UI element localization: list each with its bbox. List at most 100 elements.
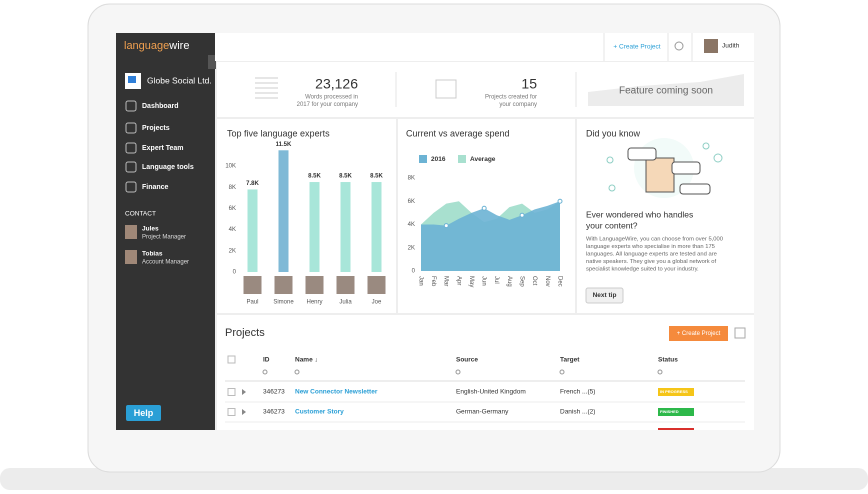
- bar: [278, 150, 289, 272]
- nav: Dashboard Projects Expert Team Language too…: [125, 100, 194, 193]
- value-label: 7.8K: [246, 181, 259, 187]
- stats: 23,126 15 Feature coming soon Words process…: [255, 72, 744, 108]
- point: [557, 198, 563, 204]
- nav-icon: [125, 122, 137, 134]
- tip-body: specialist knowledge suited to your indu…: [586, 267, 699, 273]
- company-logo-mark: [128, 76, 136, 83]
- nav-item[interactable]: Dashboard: [142, 103, 179, 110]
- feature-placeholder: [588, 74, 744, 106]
- contact-title: CONTACT: [125, 211, 156, 218]
- column-header: Name ↓: [295, 357, 318, 364]
- user-name[interactable]: Judith: [722, 43, 740, 50]
- x-tick-label: Henry: [306, 300, 322, 306]
- search-icon[interactable]: [674, 41, 684, 51]
- spend-chart: 0 2K 4K 6K 8K Jan Feb Mar Apr May Jun Jul Aug Sep Oct N…: [408, 155, 563, 287]
- stat-value: 23,126: [315, 76, 358, 92]
- cell: Danish ...(2): [560, 409, 595, 416]
- tip-heading: Ever wondered who handles: [586, 209, 693, 219]
- y-tick-label: 4K: [229, 227, 236, 233]
- legend-swatch: [419, 155, 427, 163]
- bar: [247, 189, 258, 272]
- filter-icon: [294, 369, 300, 375]
- topbar: [215, 33, 754, 61]
- nav-item[interactable]: Language tools: [142, 164, 194, 171]
- x-tick-label: Jul: [493, 276, 499, 284]
- collapse[interactable]: [208, 55, 216, 69]
- value-label: 8.5K: [308, 174, 321, 180]
- contact-role: Account Manager: [142, 260, 189, 266]
- legend-label: 2016: [431, 156, 446, 163]
- nav-icon: [125, 161, 137, 173]
- expert-avatar: [367, 276, 386, 294]
- stat-caption: 2017 for your company: [297, 102, 358, 108]
- y-tick-label: 2K: [408, 245, 415, 251]
- y-tick-label: 8K: [408, 176, 415, 182]
- cell: 346273: [263, 389, 285, 396]
- bar: [371, 182, 382, 272]
- stat-caption: Projects created for: [485, 95, 537, 101]
- nav-item[interactable]: Expert Team: [142, 145, 184, 152]
- next-tip-button[interactable]: [585, 287, 624, 304]
- x-tick-label: Paul: [246, 300, 258, 306]
- x-tick-label: Aug: [506, 276, 512, 287]
- x-tick-label: Julia: [339, 300, 352, 306]
- column-header: ID: [263, 357, 270, 364]
- status-label: IN PROGRESS: [660, 389, 688, 394]
- help-label[interactable]: Help: [134, 408, 154, 418]
- next-tip-label[interactable]: Next tip: [593, 292, 617, 299]
- y-tick-label: 2K: [229, 248, 236, 254]
- x-tick-label: Feb: [430, 276, 436, 287]
- area: [421, 201, 560, 271]
- expand-arrow: [242, 389, 246, 395]
- x-tick-label: Apr: [455, 276, 461, 285]
- tip-body: languages. All language experts are test…: [586, 252, 717, 258]
- x-tick-label: Simone: [273, 300, 294, 306]
- create-link[interactable]: + Create Project: [613, 44, 660, 51]
- legend-swatch: [458, 155, 466, 163]
- help-button[interactable]: [126, 405, 161, 421]
- column-header: Target: [560, 357, 580, 364]
- cell[interactable]: New Connector Newsletter: [295, 389, 378, 396]
- bar: [309, 182, 320, 272]
- y-tick-label: 8K: [229, 185, 236, 191]
- panel-title: Did you know: [586, 128, 641, 138]
- tip-body: With LanguageWire, you can choose from o…: [586, 237, 723, 243]
- stat-icon: [435, 79, 457, 99]
- projects-title: Projects: [225, 327, 265, 339]
- columns-icon[interactable]: [734, 327, 746, 339]
- filter-icon: [657, 369, 663, 375]
- expert-avatar: [336, 276, 355, 294]
- create-button[interactable]: [669, 326, 728, 341]
- create-button-label[interactable]: + Create Project: [677, 331, 721, 337]
- stat-caption: your company: [499, 102, 537, 108]
- projects-table: ID Name ↓ Source Target Status 346273 New Conn…: [225, 355, 745, 430]
- expert-avatar: [274, 276, 293, 294]
- checkbox[interactable]: [227, 408, 236, 416]
- status-badge: [658, 388, 694, 396]
- y-tick-label: 0: [233, 270, 237, 276]
- contact-avatar: [125, 225, 137, 239]
- stat-value: Feature coming soon: [619, 86, 713, 97]
- y-tick-label: 6K: [229, 206, 236, 212]
- point: [443, 223, 449, 229]
- x-tick-label: Dec: [556, 276, 562, 287]
- panel-title: Top five language experts: [227, 128, 330, 138]
- stat-value: 15: [521, 76, 537, 92]
- checkbox[interactable]: [227, 388, 236, 396]
- nav-icon: [125, 100, 137, 112]
- nav-icon: [125, 142, 137, 154]
- contacts: Jules Project Manager Tobias Account Manage…: [125, 225, 189, 266]
- nav-item[interactable]: Projects: [142, 125, 170, 132]
- experts-chart: 0 2K 4K 6K 8K 10K 7.8K Paul 11.5K Simone 8.5K Henry…: [225, 142, 386, 306]
- contact-role: Project Manager: [142, 235, 186, 241]
- bar: [340, 182, 351, 272]
- status-label: FINISHED: [660, 409, 679, 414]
- logo: languagewire: [124, 40, 189, 52]
- x-tick-label: May: [468, 276, 474, 287]
- user-avatar: [704, 39, 718, 53]
- x-tick-label: Jan: [417, 276, 423, 286]
- x-tick-label: Joe: [372, 300, 382, 306]
- cell[interactable]: Customer Story: [295, 409, 344, 416]
- tip-body: language experts who specialise in more …: [586, 244, 715, 250]
- nav-item[interactable]: Finance: [142, 184, 169, 191]
